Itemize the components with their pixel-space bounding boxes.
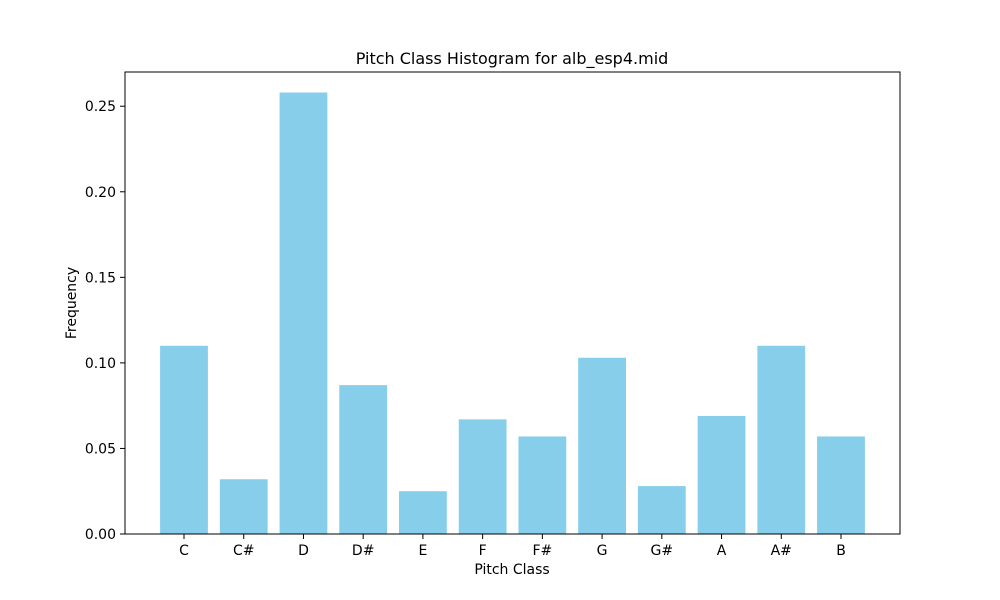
y-axis-label: Frequency [64,267,80,339]
x-tick-label: D# [352,543,375,559]
bar-g [578,357,626,534]
plot-frame [124,71,901,535]
bar-a-sharp [757,345,806,534]
bar-d [279,92,328,535]
y-tick-label: 0.10 [85,356,116,372]
bar-g-sharp [637,486,686,534]
x-axis: C C# D D# E F F# G G# A A# B [179,534,846,559]
x-tick-label: C [179,543,189,559]
x-tick-label: B [836,543,846,559]
x-tick-label: A [717,543,727,559]
y-tick-label: 0.05 [85,441,116,457]
bar-f-sharp [518,436,567,534]
bar-c-sharp [219,479,268,534]
y-axis: 0.00 0.05 0.10 0.15 0.20 0.25 [85,99,125,543]
y-tick-label: 0.25 [85,99,116,115]
bars-group [160,92,865,535]
bar-f [458,419,507,534]
y-tick-label: 0.00 [85,527,116,543]
x-axis-label: Pitch Class [474,562,549,578]
bar-e [399,491,447,534]
x-tick-label: D [298,543,309,559]
bar-c [160,345,208,534]
x-tick-label: G# [651,543,674,559]
y-tick-label: 0.15 [85,270,116,286]
x-tick-label: F [479,543,487,559]
x-tick-label: E [418,543,427,559]
bar-d-sharp [339,385,388,534]
x-tick-label: C# [233,543,255,559]
x-tick-label: F# [532,543,552,559]
x-tick-label: G [597,543,608,559]
x-tick-label: A# [771,543,792,559]
bar-b [817,436,865,534]
bar-a [697,415,746,534]
chart-title: Pitch Class Histogram for alb_esp4.mid [356,49,669,69]
y-tick-label: 0.20 [85,185,116,201]
